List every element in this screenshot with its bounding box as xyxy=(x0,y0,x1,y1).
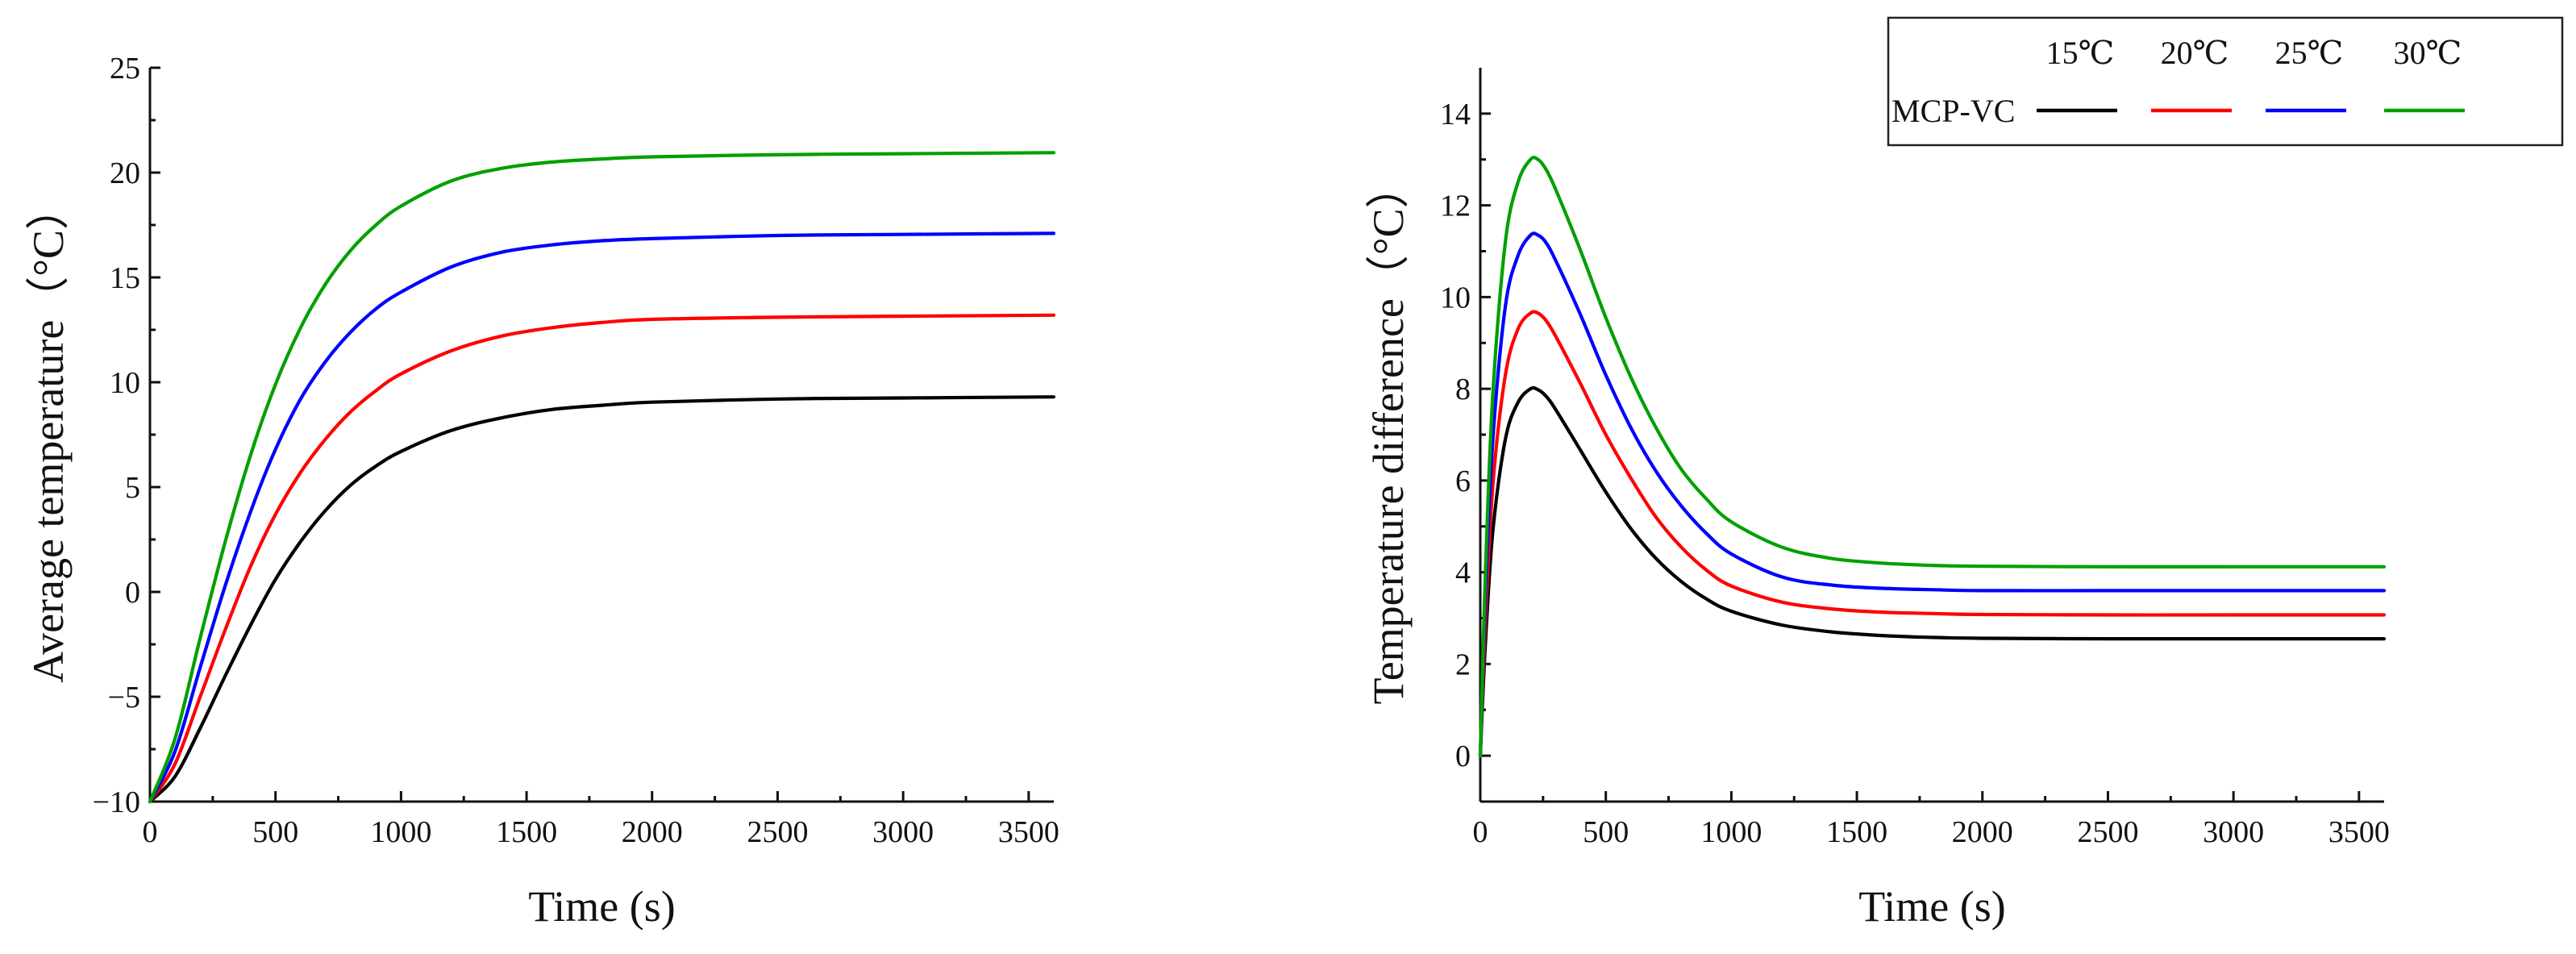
x-tick-label: 500 xyxy=(252,815,298,849)
x-axis-title: Time (s) xyxy=(1858,882,2006,931)
x-tick-label: 2000 xyxy=(622,815,683,849)
y-tick-label: 15 xyxy=(110,261,140,295)
y-tick-label: 5 xyxy=(125,471,140,505)
y-tick-label: 25 xyxy=(110,52,140,85)
x-tick-label: 1500 xyxy=(496,815,557,849)
y-tick-label: 20 xyxy=(110,156,140,190)
legend-box xyxy=(1887,16,2564,147)
legend-label-25℃: 25℃ xyxy=(2275,35,2344,71)
series-line-30℃ xyxy=(148,151,1056,804)
y-tick-label: 0 xyxy=(125,576,140,610)
x-tick-label: 2500 xyxy=(747,815,808,849)
y-axis-title: Average temperature（°C） xyxy=(24,186,73,683)
y-tick-label: −10 xyxy=(93,785,140,819)
series-line-15℃ xyxy=(148,395,1056,804)
y-tick-label: 14 xyxy=(1440,98,1471,131)
x-tick-label: 2500 xyxy=(2077,815,2138,849)
legend-label-30℃: 30℃ xyxy=(2394,35,2462,71)
x-tick-label: 3500 xyxy=(2328,815,2390,849)
x-tick-label: 0 xyxy=(1473,815,1488,849)
x-tick-label: 3500 xyxy=(998,815,1059,849)
series-line-30℃ xyxy=(1478,156,2387,758)
y-tick-label: 4 xyxy=(1455,556,1471,590)
series-line-20℃ xyxy=(1478,310,2387,758)
y-tick-label: 10 xyxy=(110,366,140,400)
y-tick-label: 2 xyxy=(1455,648,1471,681)
chart-temperature-difference: 0 500 1000 1500 2000 2500 3000 3500 0 2 4 6 8 10 12 14 T… xyxy=(1364,68,2390,931)
y-tick-label: 0 xyxy=(1455,739,1471,773)
series-line-25℃ xyxy=(148,231,1056,804)
legend: MCP-VC 15℃ 20℃ 25℃ 30℃ xyxy=(1887,16,2564,147)
y-tick-label: 10 xyxy=(1440,281,1471,315)
x-tick-label: 1000 xyxy=(1700,815,1762,849)
legend-label-20℃: 20℃ xyxy=(2161,35,2229,71)
x-tick-label: 3000 xyxy=(872,815,934,849)
series-line-15℃ xyxy=(1478,385,2387,758)
legend-label-15℃: 15℃ xyxy=(2046,35,2115,71)
y-axis-title: Temperature difference（°C） xyxy=(1364,165,1413,704)
y-tick-label: −5 xyxy=(108,681,140,714)
y-tick-label: 8 xyxy=(1455,373,1471,406)
y-tick-label: 12 xyxy=(1440,190,1471,223)
x-tick-label: 1500 xyxy=(1826,815,1887,849)
legend-title: MCP-VC xyxy=(1891,93,2015,129)
x-tick-label: 0 xyxy=(143,815,158,849)
x-tick-label: 500 xyxy=(1583,815,1629,849)
series-line-20℃ xyxy=(148,313,1056,804)
chart-average-temperature: 0 500 1000 1500 2000 2500 3000 3500 −10 −5 0 5 10 15 2… xyxy=(24,52,1059,931)
x-tick-label: 1000 xyxy=(370,815,431,849)
series-line-25℃ xyxy=(1478,231,2387,758)
x-tick-label: 2000 xyxy=(1952,815,2013,849)
x-axis-title: Time (s) xyxy=(528,882,676,931)
y-tick-label: 6 xyxy=(1455,465,1471,498)
x-tick-label: 3000 xyxy=(2203,815,2264,849)
